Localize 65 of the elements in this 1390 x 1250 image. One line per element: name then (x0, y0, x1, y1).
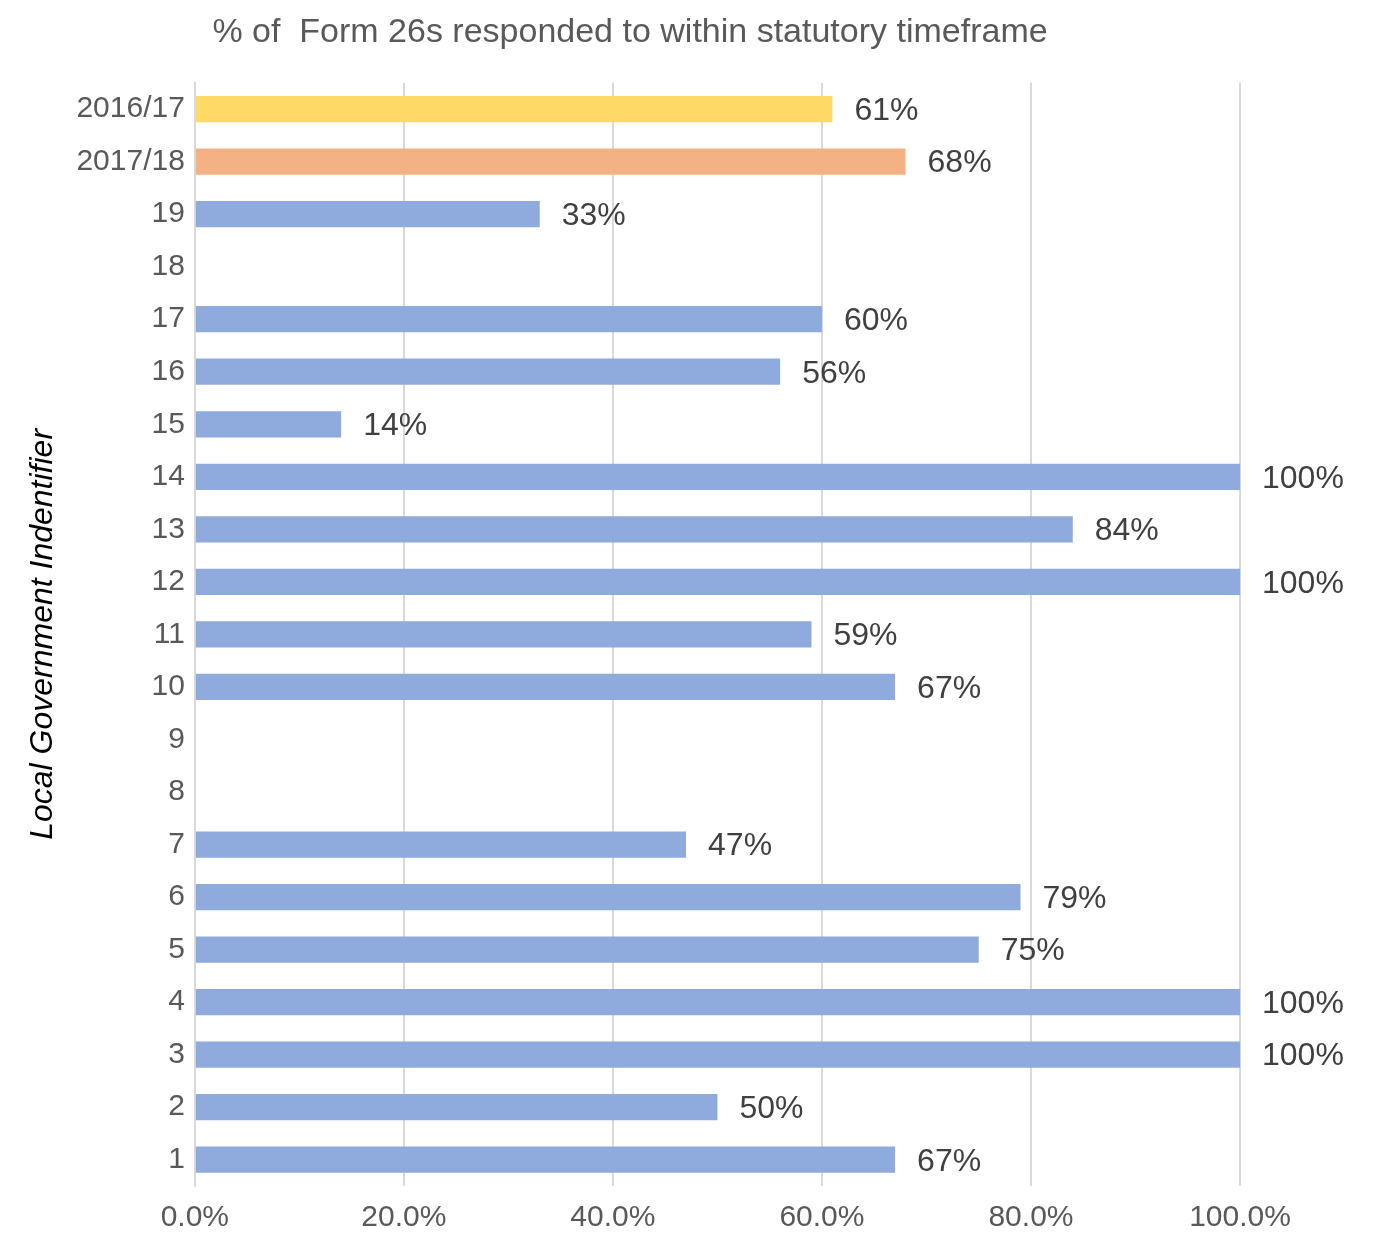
data-label: 68% (927, 143, 992, 180)
x-tick-label: 0.0% (160, 1199, 230, 1233)
y-tick-label: 13 (151, 510, 185, 544)
y-tick-label: 19 (151, 195, 185, 229)
bar (195, 1094, 718, 1121)
bar (195, 621, 812, 648)
y-tick-label: 2 (168, 1088, 185, 1122)
chart-title: % of Form 26s responded to within statutory timeframe (212, 10, 1048, 49)
x-tick-label: 60.0% (779, 1199, 865, 1233)
x-tick-label: 80.0% (988, 1199, 1074, 1233)
bar (195, 831, 687, 858)
data-label: 67% (917, 668, 982, 705)
data-label: 59% (833, 616, 898, 653)
data-label: 100% (1262, 563, 1344, 600)
y-tick-label: 1 (168, 1141, 185, 1174)
y-tick-label: 11 (153, 615, 185, 649)
data-label: 47% (708, 826, 773, 863)
bar (195, 568, 1240, 595)
y-tick-label: 18 (151, 247, 185, 281)
bar (195, 201, 540, 228)
data-label: 75% (1000, 931, 1065, 968)
bar (195, 463, 1240, 490)
y-tick-label: 15 (151, 405, 185, 439)
data-label: 84% (1094, 511, 1159, 548)
data-label: 100% (1262, 1036, 1344, 1073)
y-tick-label: 10 (151, 668, 185, 702)
bar (195, 1041, 1240, 1068)
data-label: 100% (1262, 983, 1344, 1020)
bar (195, 936, 979, 963)
bar (195, 883, 1021, 911)
y-tick-label: 7 (168, 825, 185, 859)
y-tick-label: 9 (168, 720, 185, 754)
data-label: 100% (1262, 458, 1344, 495)
data-label: 56% (802, 353, 867, 390)
y-tick-label: 4 (168, 983, 185, 1017)
y-tick-label: 3 (168, 1035, 185, 1069)
y-tick-label: 16 (151, 353, 185, 386)
x-tick-label: 100.0% (1189, 1199, 1291, 1233)
y-tick-label: 2017/18 (76, 142, 185, 176)
bar (195, 411, 342, 438)
y-tick-label: 2016/17 (76, 90, 185, 124)
bar (195, 673, 896, 701)
data-label: 33% (561, 195, 626, 232)
y-tick-label: 8 (168, 773, 185, 807)
bar (195, 148, 906, 175)
data-label: 67% (917, 1141, 982, 1178)
x-tick-label: 20.0% (361, 1199, 447, 1233)
data-label: 79% (1042, 878, 1107, 915)
y-tick-label: 6 (168, 878, 185, 912)
data-label: 14% (363, 406, 428, 443)
bar (195, 989, 1240, 1016)
data-label: 60% (843, 301, 908, 338)
y-tick-label: 5 (168, 930, 185, 964)
y-tick-label: 14 (151, 458, 185, 492)
data-label: 61% (854, 90, 919, 127)
data-label: 50% (739, 1089, 804, 1126)
bar (195, 1146, 896, 1173)
bar (195, 306, 822, 333)
x-tick-label: 40.0% (570, 1199, 656, 1233)
bar (195, 358, 781, 385)
y-tick-label: 12 (151, 563, 185, 597)
bar (195, 95, 833, 123)
y-axis-title: Local Government Indentifier (23, 427, 60, 840)
y-tick-label: 17 (151, 300, 185, 334)
bar (195, 516, 1073, 543)
